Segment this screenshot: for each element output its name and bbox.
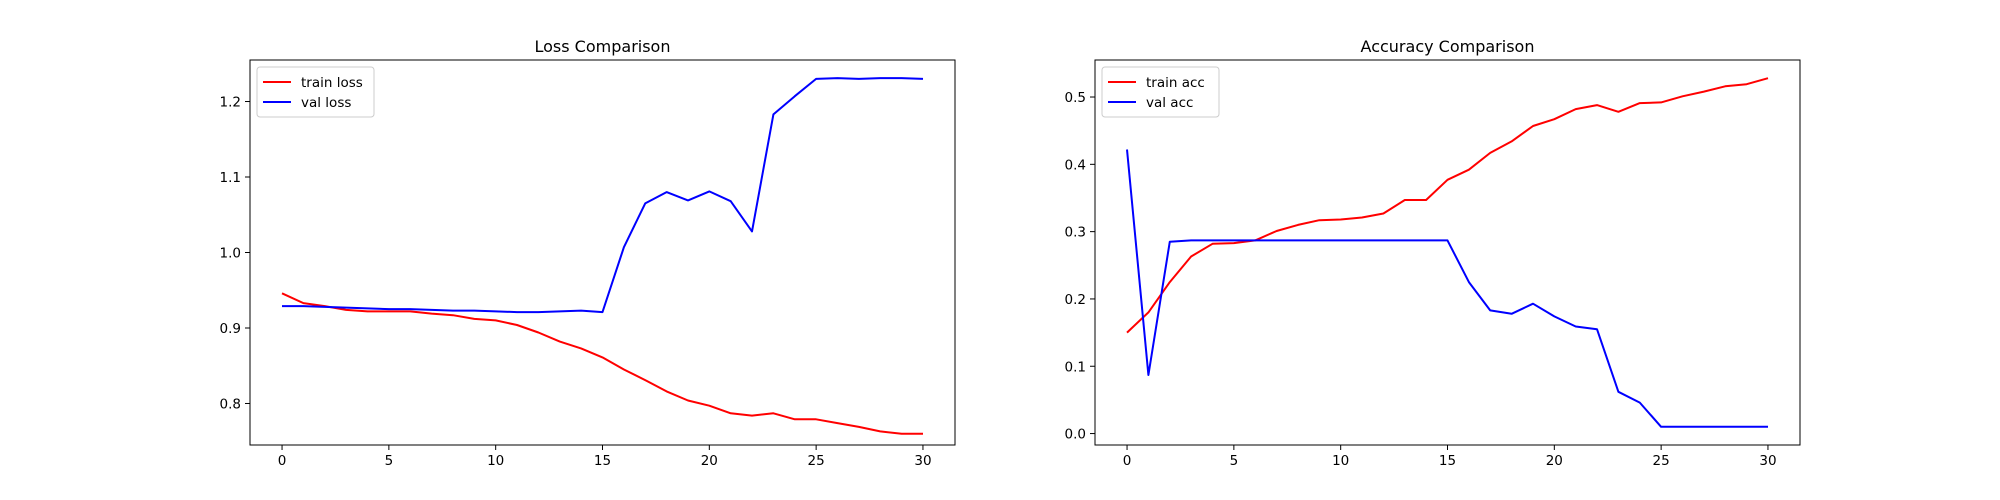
- y-tick-label: 0.5: [1065, 90, 1086, 106]
- x-tick-label: 0: [278, 453, 287, 469]
- ticks: 0 5 10 15 20 25 30 0.0 0.1 0.2 0.3 0.4 0.5: [1065, 90, 1777, 469]
- x-tick-label: 25: [808, 453, 825, 469]
- legend-label: train loss: [301, 75, 363, 91]
- x-tick-label: 15: [1439, 453, 1456, 469]
- y-tick-label: 0.0: [1065, 427, 1086, 443]
- x-tick-label: 10: [487, 453, 504, 469]
- series-line-train-loss: [281, 292, 923, 435]
- y-tick-label: 1.2: [220, 95, 241, 111]
- accuracy-chart: Accuracy Comparison 0 5 10 15 20 25 30 0.0 0.1 0.…: [1065, 37, 1801, 469]
- y-tick-label: 0.9: [220, 321, 241, 337]
- legend: train acc val acc: [1101, 66, 1220, 118]
- y-tick-label: 0.4: [1065, 157, 1086, 173]
- legend-label: val loss: [301, 95, 351, 111]
- plot-area: [1126, 77, 1769, 428]
- axes-frame: [1094, 59, 1801, 446]
- x-tick-label: 15: [594, 453, 611, 469]
- y-tick-label: 0.3: [1065, 225, 1086, 241]
- x-tick-label: 10: [1332, 453, 1349, 469]
- y-tick-label: 0.8: [220, 396, 241, 412]
- x-tick-label: 30: [1759, 453, 1776, 469]
- legend: train loss val loss: [256, 66, 375, 118]
- ticks: 0 5 10 15 20 25 30 0.8 0.9 1.0 1.1 1.2: [220, 95, 932, 469]
- chart-title: Accuracy Comparison: [1361, 37, 1535, 56]
- loss-chart: Loss Comparison 0 5 10 15 20 25 30 0.8 0.9 1.0 1.1…: [220, 37, 956, 469]
- x-tick-label: 5: [385, 453, 394, 469]
- series-line-val-loss: [282, 77, 924, 314]
- axes-frame: [249, 59, 956, 446]
- legend-label: val acc: [1146, 95, 1193, 111]
- x-tick-label: 25: [1653, 453, 1670, 469]
- x-tick-label: 20: [1546, 453, 1563, 469]
- x-tick-label: 5: [1230, 453, 1239, 469]
- series-line-train-acc: [1126, 77, 1769, 334]
- x-tick-label: 20: [701, 453, 718, 469]
- chart-title: Loss Comparison: [535, 37, 671, 56]
- x-tick-label: 0: [1123, 453, 1132, 469]
- series-line-val-acc: [1126, 149, 1768, 428]
- y-tick-label: 0.2: [1065, 292, 1086, 308]
- y-tick-label: 0.1: [1065, 359, 1086, 375]
- plot-area: [281, 77, 924, 435]
- y-tick-label: 1.0: [220, 246, 241, 262]
- y-tick-label: 1.1: [220, 170, 241, 186]
- legend-label: train acc: [1146, 75, 1205, 91]
- legend-box: [1101, 66, 1220, 118]
- x-tick-label: 30: [914, 453, 931, 469]
- legend-box: [256, 66, 375, 118]
